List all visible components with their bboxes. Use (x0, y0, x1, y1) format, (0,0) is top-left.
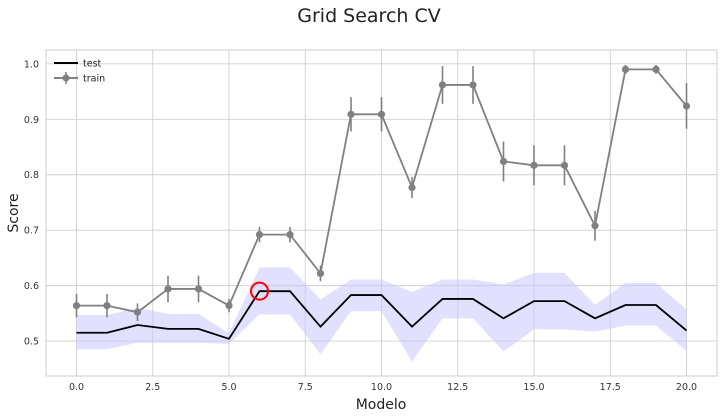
train-point (255, 231, 264, 239)
y-axis-label: Score (6, 193, 22, 232)
train-point (499, 157, 508, 166)
y-tick-label: 0.7 (24, 226, 39, 237)
x-tick-label: 17.5 (600, 382, 621, 393)
train-point (377, 110, 386, 118)
train-point (652, 65, 660, 74)
train-point (591, 222, 599, 230)
train-point (164, 285, 172, 293)
x-tick-label: 12.5 (447, 382, 468, 393)
y-tick-label: 1.0 (24, 59, 39, 70)
train-point (560, 161, 569, 169)
x-tick-label: 15.0 (523, 382, 544, 393)
y-tick-label: 0.5 (24, 337, 39, 348)
train-point (72, 301, 81, 310)
y-tick-label: 0.6 (24, 281, 39, 292)
legend-test-label: test (83, 59, 102, 70)
x-tick-label: 2.5 (145, 382, 160, 393)
y-tick-label: 0.8 (24, 170, 39, 181)
series-layer (72, 64, 691, 340)
best-model-marker (250, 281, 269, 301)
tick-labels: 0.0 2.5 5.0 7.5 10.0 12.5 15.0 17.5 20.0 0.5 0.6 0.… (24, 59, 697, 393)
chart-title: Grid Search CV (297, 5, 441, 27)
train-point (316, 269, 325, 278)
train-point (194, 285, 203, 293)
train-point (530, 161, 538, 169)
x-tick-label: 10.0 (371, 382, 392, 393)
train-point (682, 102, 691, 110)
train-point (103, 301, 111, 310)
x-tick-label: 7.5 (298, 382, 313, 393)
train-point (347, 110, 355, 118)
x-tick-label: 5.0 (221, 382, 236, 393)
legend: test train (54, 59, 105, 85)
train-point (225, 301, 233, 310)
train-point (286, 231, 294, 239)
legend-train-label: train (83, 74, 105, 85)
train-point (438, 81, 447, 89)
legend-train-marker (62, 74, 70, 82)
x-tick-label: 0.0 (69, 382, 84, 393)
test-line (76, 290, 688, 340)
train-point (408, 183, 416, 192)
x-tick-label: 20.0 (676, 382, 697, 393)
train-point (133, 308, 142, 316)
train-point (469, 81, 477, 89)
x-axis-label: Modelo (356, 397, 407, 413)
train-point (621, 65, 630, 74)
y-tick-label: 0.9 (24, 115, 39, 126)
